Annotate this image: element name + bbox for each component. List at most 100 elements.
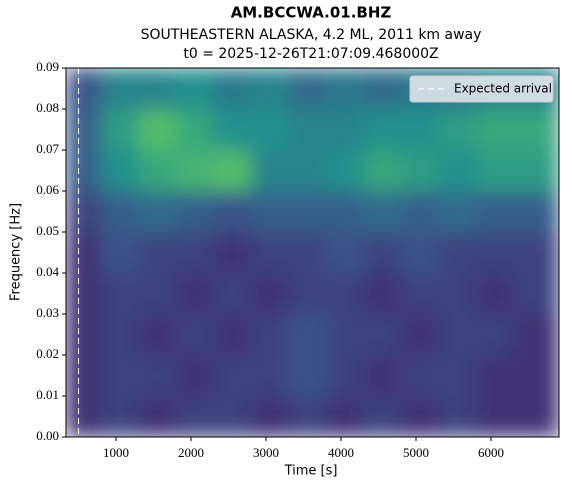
spectrogram-cell	[325, 396, 364, 437]
spectrogram-cell	[138, 314, 177, 356]
chart-title: AM.BCCWA.01.BHZ	[231, 4, 392, 22]
spectrogram-cell	[325, 314, 364, 356]
spectrogram-cell	[475, 150, 514, 192]
spectrogram-cell	[475, 273, 514, 315]
x-tick-label: 6000	[478, 445, 504, 460]
spectrogram-cell	[325, 150, 364, 192]
spectrogram-cell	[325, 191, 364, 233]
spectrogram-cell	[66, 109, 102, 151]
spectrogram-cell	[251, 150, 290, 192]
spectrogram-cell	[325, 355, 364, 397]
spectrogram-cell	[101, 150, 140, 192]
spectrogram-cell	[66, 273, 102, 315]
chart-subtitle: SOUTHEASTERN ALASKA, 4.2 ML, 2011 km awa…	[141, 27, 482, 43]
spectrogram-cell	[251, 68, 290, 110]
spectrogram-cell	[176, 314, 215, 356]
spectrogram-cell	[363, 355, 402, 397]
spectrogram-cell	[213, 150, 252, 192]
spectrogram-cell	[176, 232, 215, 274]
y-tick-label: 0.03	[36, 305, 59, 320]
spectrogram-cell	[438, 396, 477, 437]
y-tick-label: 0.09	[36, 59, 59, 74]
spectrogram-cell	[176, 273, 215, 315]
spectrogram-cell	[213, 109, 252, 151]
spectrogram-cell	[138, 355, 177, 397]
y-tick-label: 0.07	[36, 141, 59, 156]
spectrogram-cell	[176, 191, 215, 233]
spectrogram-cell	[66, 232, 102, 274]
x-tick-label: 3000	[253, 445, 279, 460]
spectrogram-cell	[176, 68, 215, 110]
spectrogram-cell	[138, 109, 177, 151]
y-tick-label: 0.01	[36, 387, 59, 402]
y-tick-label: 0.06	[36, 182, 59, 197]
spectrogram-cell	[138, 150, 177, 192]
spectrogram-cell	[66, 396, 102, 437]
spectrogram-cell	[138, 191, 177, 233]
legend-box	[409, 75, 554, 103]
spectrogram-cell	[213, 273, 252, 315]
spectrogram-cell	[513, 109, 559, 151]
plot-frame	[65, 67, 560, 438]
spectrogram-cell	[325, 68, 364, 110]
spectrogram-cell	[363, 396, 402, 437]
overlay: 1000 2000 3000 4000 5000 6000 0.00 0.01 0.02 0.03…	[36, 59, 560, 460]
y-tick-label: 0.04	[36, 264, 59, 279]
spectrogram-cell	[475, 314, 514, 356]
spectrogram-cell	[400, 109, 439, 151]
spectrogram-cell	[475, 355, 514, 397]
spectrogram-cell	[288, 355, 327, 397]
spectrogram-cell	[251, 191, 290, 233]
spectrogram-cell	[138, 68, 177, 110]
x-axis-label: Time [s]	[284, 464, 338, 479]
spectrogram-cell	[400, 232, 439, 274]
heatmap	[66, 68, 559, 437]
spectrogram-cell	[438, 273, 477, 315]
spectrogram-cell	[288, 191, 327, 233]
spectrogram-cell	[475, 396, 514, 437]
spectrogram-cell	[213, 355, 252, 397]
spectrogram-cell	[513, 273, 559, 315]
spectrogram-cell	[288, 109, 327, 151]
x-tick-label: 1000	[103, 445, 129, 460]
spectrogram-cell	[513, 314, 559, 356]
spectrogram-cell	[251, 109, 290, 151]
spectrogram-cell	[363, 68, 402, 110]
spectrogram-cell	[288, 396, 327, 437]
spectrogram-cell	[213, 314, 252, 356]
spectrogram-cell	[251, 232, 290, 274]
spectrogram-cell	[101, 355, 140, 397]
x-tick-label: 2000	[178, 445, 204, 460]
spectrogram-cell	[251, 396, 290, 437]
spectrogram-cell	[513, 232, 559, 274]
spectrogram-cell	[213, 396, 252, 437]
chart-subtitle: t0 = 2025-12-26T21:07:09.468000Z	[183, 46, 438, 62]
spectrogram-cell	[101, 191, 140, 233]
spectrogram-cell	[66, 68, 102, 110]
y-tick-label: 0.05	[36, 223, 59, 238]
spectrogram-cell	[138, 273, 177, 315]
spectrogram-cell	[475, 232, 514, 274]
spectrogram-cell	[400, 396, 439, 437]
spectrogram-cell	[213, 191, 252, 233]
spectrogram-cell	[325, 109, 364, 151]
spectrogram-cell	[66, 150, 102, 192]
spectrogram-cell	[288, 68, 327, 110]
spectrogram-cell	[400, 191, 439, 233]
y-tick-label: 0.00	[36, 428, 59, 443]
heatmap-cells	[66, 68, 559, 437]
spectrogram-cell	[288, 273, 327, 315]
spectrogram-cell	[288, 232, 327, 274]
spectrogram-cell	[251, 355, 290, 397]
spectrogram-cell	[101, 396, 140, 437]
spectrogram-cell	[251, 273, 290, 315]
spectrogram-cell	[400, 314, 439, 356]
spectrogram-cell	[288, 150, 327, 192]
spectrogram-cell	[363, 150, 402, 192]
spectrogram-cell	[251, 314, 290, 356]
spectrogram-cell	[101, 109, 140, 151]
spectrogram-cell	[101, 273, 140, 315]
spectrogram-cell	[176, 109, 215, 151]
spectrogram-cell	[438, 109, 477, 151]
